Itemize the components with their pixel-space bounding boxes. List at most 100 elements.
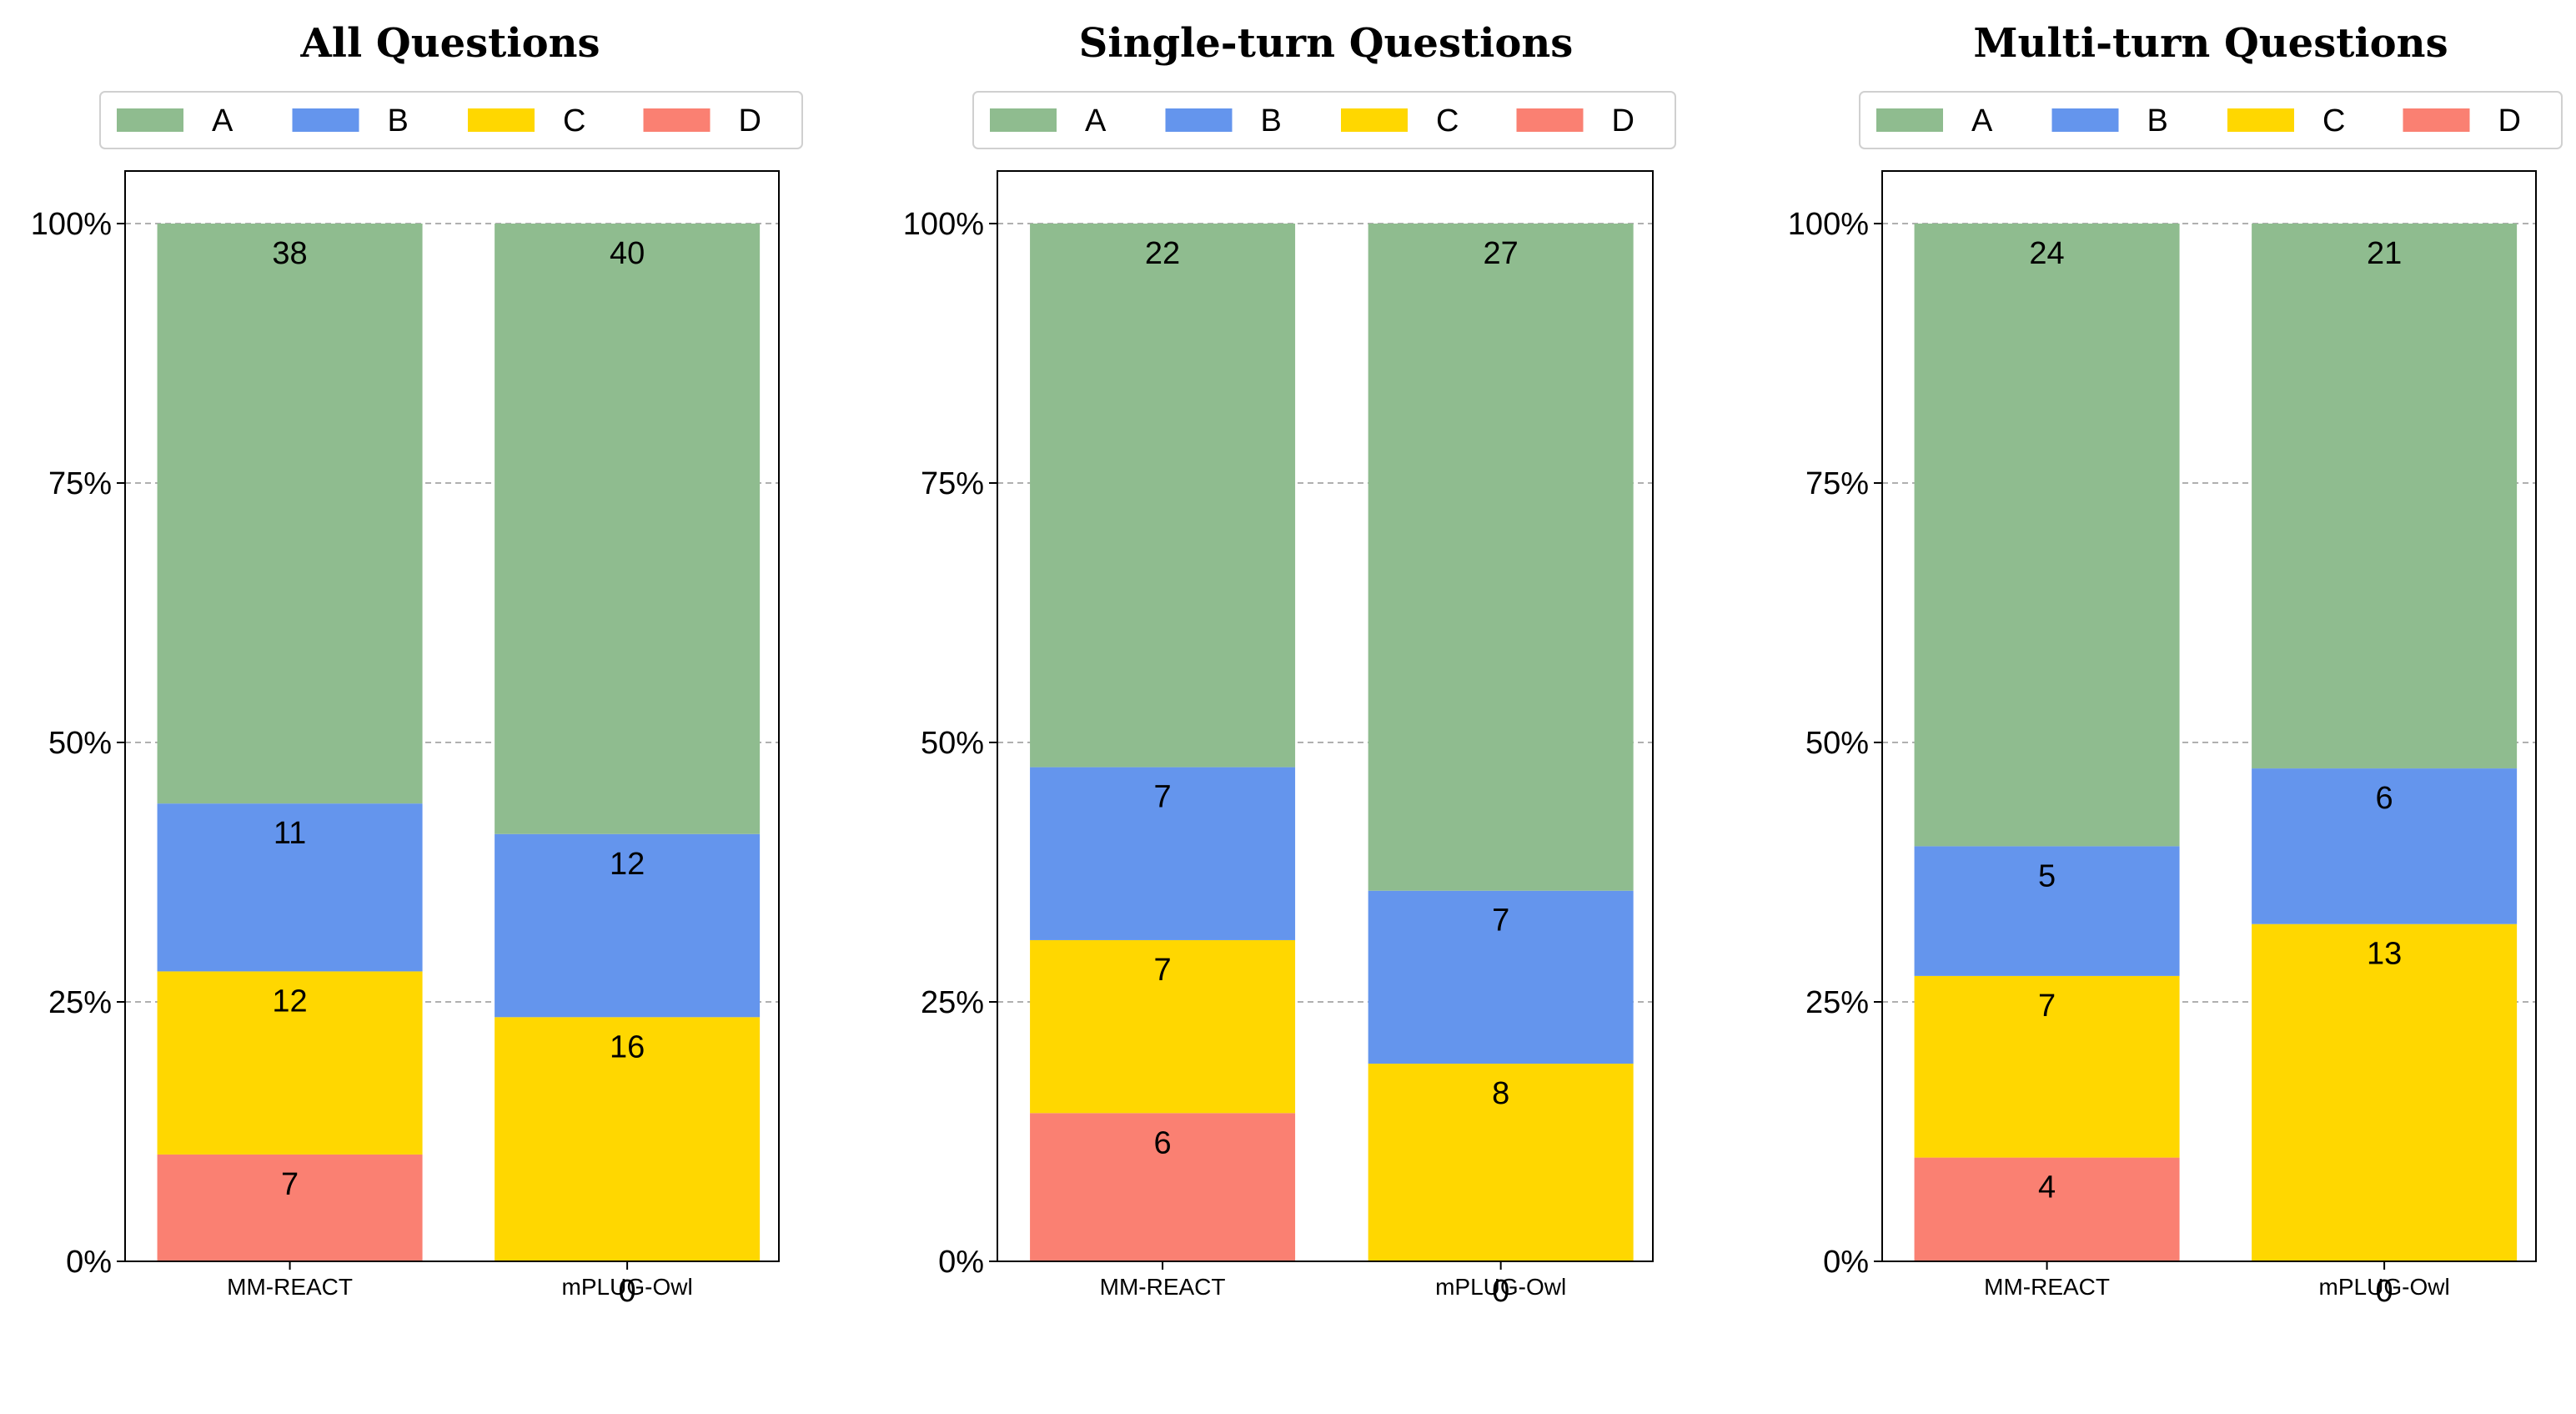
data-label: 7: [281, 1167, 299, 1202]
chart-panel-3: Multi-turn Questions A B C D 0% 25% 50% 75% 100% 4…: [1788, 20, 2563, 1309]
bar-segment-a: [495, 224, 761, 834]
data-label: 7: [2038, 989, 2056, 1024]
data-label: 12: [610, 847, 645, 882]
axes-frame: [997, 170, 1654, 1262]
chart-panel-2: Single-turn Questions A B C D 0% 25% 50% 75% 100%…: [903, 20, 1676, 1309]
data-label: 0: [1492, 1274, 1509, 1309]
axes-frame: [124, 170, 780, 1262]
legend-swatch-c: [2227, 108, 2294, 132]
bar-segment-b: [1914, 846, 2180, 976]
legend-swatch-d: [1516, 108, 1584, 132]
x-category-label: MM-REACT: [1984, 1274, 2110, 1300]
bar-segment-b: [2252, 768, 2518, 924]
legend-swatch-a: [117, 108, 183, 132]
data-label: 11: [274, 816, 306, 851]
bar-segment-c: [1914, 975, 2180, 1158]
legend-label-a: A: [212, 103, 233, 138]
legend-swatch-b: [1165, 108, 1233, 132]
legend-label-a: A: [1085, 103, 1107, 138]
data-label: 16: [610, 1029, 645, 1064]
data-label: 21: [2367, 236, 2402, 271]
legend-box: [1859, 91, 2563, 149]
legend-label-c: C: [563, 103, 585, 138]
x-category-label: MM-REACT: [1100, 1274, 1226, 1300]
y-tick-label: 0%: [938, 1245, 984, 1280]
legend-box: [972, 91, 1676, 149]
bar-segment-a: [157, 224, 423, 804]
legend-swatch-a: [990, 108, 1057, 132]
data-label: 0: [2376, 1274, 2393, 1309]
bar-segment-d: [1914, 1157, 2180, 1261]
data-label: 4: [2038, 1170, 2056, 1205]
data-label: 40: [610, 236, 645, 271]
bar-segment-b: [495, 833, 761, 1018]
y-tick-label: 0%: [66, 1245, 112, 1280]
x-category-label: MM-REACT: [227, 1274, 353, 1300]
data-label: 13: [2367, 937, 2402, 972]
data-label: 0: [619, 1274, 636, 1309]
data-label: 5: [2038, 858, 2056, 893]
x-category-label: mPLUG-Owl: [2319, 1274, 2450, 1300]
data-label: 12: [272, 984, 307, 1019]
y-tick-label: 50%: [921, 726, 984, 761]
bar-segment-c: [2252, 923, 2518, 1261]
data-label: 6: [2376, 781, 2393, 816]
x-category-label: mPLUG-Owl: [1435, 1274, 1566, 1300]
data-label: 6: [1154, 1125, 1172, 1160]
data-label: 8: [1492, 1076, 1509, 1111]
legend-swatch-b: [2051, 108, 2119, 132]
legend-label-b: B: [1261, 103, 1282, 138]
y-tick-label: 100%: [903, 207, 984, 242]
bar-segment-b: [1368, 890, 1634, 1064]
legend-label-d: D: [1612, 103, 1634, 138]
y-tick-label: 75%: [1805, 466, 1869, 501]
bar-segment-a: [1030, 224, 1296, 767]
legend-box: [99, 91, 803, 149]
legend-swatch-d: [2403, 108, 2470, 132]
y-tick-label: 25%: [921, 985, 984, 1020]
y-tick-label: 75%: [48, 466, 112, 501]
legend-label-b: B: [2147, 103, 2168, 138]
data-label: 27: [1484, 236, 1519, 271]
legend-label-d: D: [739, 103, 761, 138]
data-label: 7: [1154, 953, 1172, 988]
y-tick-label: 0%: [1823, 1245, 1869, 1280]
axes-frame: [1881, 170, 2537, 1262]
legend-label-b: B: [388, 103, 409, 138]
y-tick-label: 25%: [1805, 985, 1869, 1020]
legend-label-c: C: [2322, 103, 2345, 138]
legend-swatch-b: [292, 108, 359, 132]
legend-label-d: D: [2498, 103, 2521, 138]
bar-segment-a: [2252, 224, 2518, 769]
data-label: 7: [1492, 903, 1509, 938]
legend-swatch-c: [1341, 108, 1408, 132]
bar-segment-b: [157, 803, 423, 972]
bar-segment-d: [1030, 1113, 1296, 1261]
data-label: 24: [2029, 236, 2064, 271]
bar-segment-c: [1030, 939, 1296, 1114]
bar-segment-c: [1368, 1064, 1634, 1261]
data-label: 7: [1154, 780, 1172, 815]
x-category-label: mPLUG-Owl: [562, 1274, 693, 1300]
chart-title: Multi-turn Questions: [1973, 20, 2448, 67]
bar-segment-c: [157, 971, 423, 1155]
data-label: 38: [272, 236, 307, 271]
legend-swatch-a: [1876, 108, 1943, 132]
legend-swatch-c: [468, 108, 535, 132]
bar-segment-c: [495, 1017, 761, 1261]
legend-swatch-d: [643, 108, 711, 132]
y-tick-label: 25%: [48, 985, 112, 1020]
data-label: 22: [1145, 236, 1180, 271]
y-tick-label: 100%: [1788, 207, 1869, 242]
y-tick-label: 50%: [48, 726, 112, 761]
chart-title: All Questions: [299, 20, 600, 67]
bar-segment-a: [1914, 224, 2180, 847]
legend-label-c: C: [1436, 103, 1459, 138]
bar-segment-b: [1030, 767, 1296, 940]
y-tick-label: 50%: [1805, 726, 1869, 761]
chart-panel-1: All Questions A B C D 0% 25% 50% 75% 100% 7 12 11 38 M…: [31, 20, 803, 1309]
bar-segment-d: [157, 1154, 423, 1261]
chart-title: Single-turn Questions: [1079, 20, 1574, 67]
y-tick-label: 75%: [921, 466, 984, 501]
